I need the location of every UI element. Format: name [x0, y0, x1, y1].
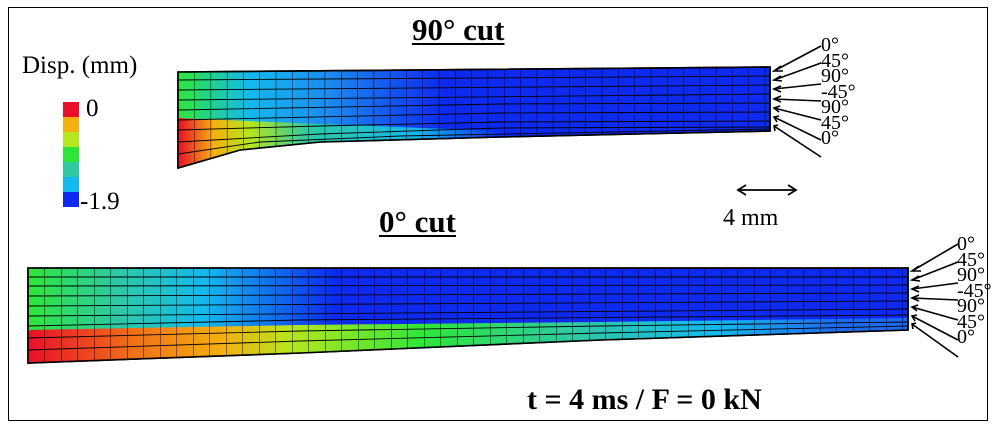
- top-ply-label: 0°: [821, 34, 839, 56]
- color-legend-bar: [63, 102, 79, 207]
- bottom-ply-label: 45°: [957, 248, 985, 271]
- top-ply-label: 45°: [821, 49, 849, 72]
- bottom-ply-label: 90°: [957, 295, 985, 317]
- top-layup-arrows: [771, 45, 822, 158]
- top-model-mesh: [177, 66, 771, 170]
- bottom-layup-arrows: [909, 243, 959, 358]
- top-ply-label: 0°: [821, 127, 839, 149]
- legend-title: Disp. (mm): [22, 52, 138, 79]
- bottom-ply-label: 45°: [957, 310, 985, 333]
- bottom-ply-label: 0°: [957, 326, 975, 348]
- scale-bar-label: 4 mm: [723, 205, 779, 231]
- bottom-layup-labels: 0° 45° 90° -45° 90° 45° 0°: [957, 233, 992, 348]
- bottom-ply-label: 0°: [957, 233, 975, 255]
- bottom-model-mesh: [27, 267, 909, 364]
- bottom-ply-label: 90°: [957, 264, 985, 286]
- bottom-ply-label: -45°: [957, 279, 992, 302]
- top-ply-label: 90°: [821, 65, 849, 87]
- legend-max-label: 0: [86, 95, 99, 122]
- bottom-model-title: 0° cut: [379, 204, 456, 239]
- legend-min-label: -1.9: [80, 188, 120, 215]
- top-ply-label: 45°: [821, 111, 849, 134]
- figure-frame: [8, 7, 988, 421]
- top-ply-label: -45°: [821, 80, 856, 103]
- time-force-caption: t = 4 ms / F = 0 kN: [527, 383, 762, 416]
- top-layup-labels: 0° 45° 90° -45° 90° 45° 0°: [821, 34, 856, 149]
- top-model-title: 90° cut: [412, 12, 505, 47]
- scale-bar-arrow: [736, 184, 798, 196]
- top-ply-label: 90°: [821, 96, 849, 118]
